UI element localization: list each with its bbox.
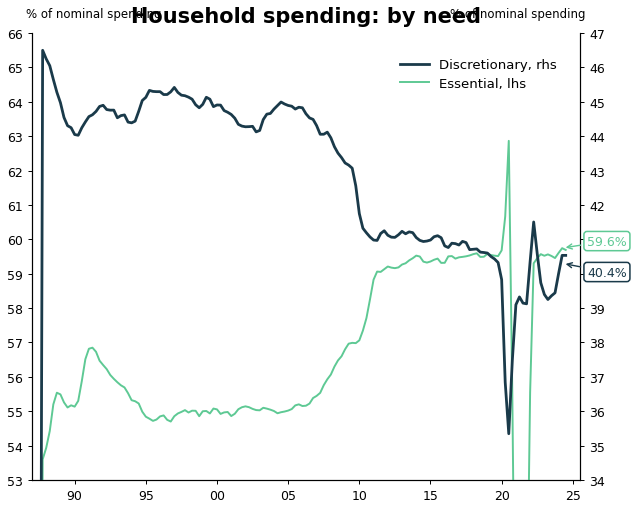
Text: 40.4%: 40.4% <box>567 263 627 279</box>
Text: % of nominal spending: % of nominal spending <box>450 8 586 20</box>
Text: % of nominal spending: % of nominal spending <box>27 8 162 20</box>
Title: Household spending: by need: Household spending: by need <box>131 7 481 27</box>
Legend: Discretionary, rhs, Essential, lhs: Discretionary, rhs, Essential, lhs <box>394 54 562 96</box>
Text: 59.6%: 59.6% <box>567 235 627 249</box>
